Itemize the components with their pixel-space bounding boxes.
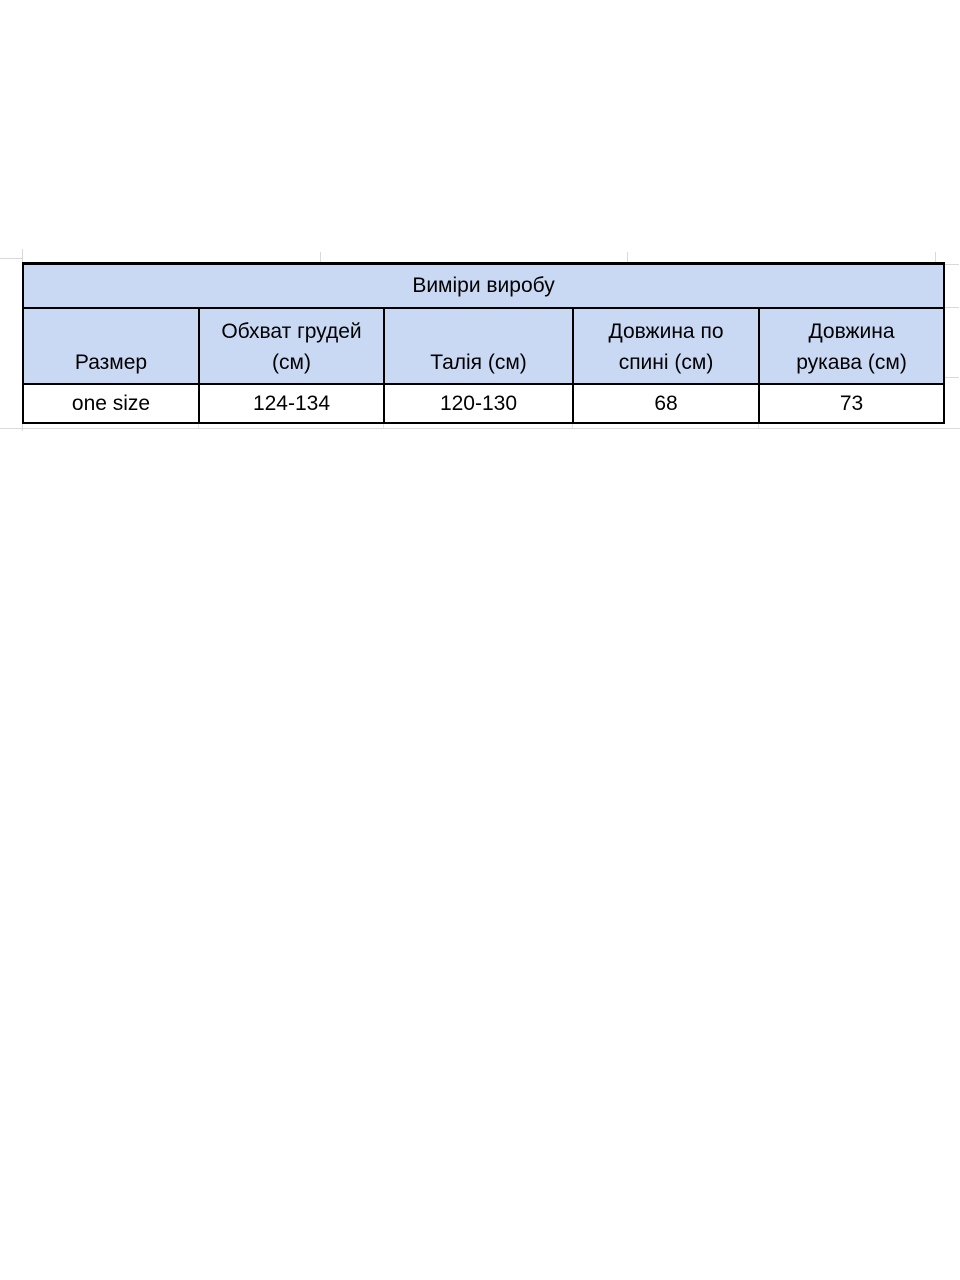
col-header-size-line1: Размер: [74, 351, 148, 374]
col-header-chest-line1: Обхват грудей: [221, 320, 362, 343]
gridline: [198, 419, 199, 428]
cell-chest-value: 124-134: [198, 383, 385, 424]
col-header-back-length-line2: спині (см): [618, 351, 714, 374]
cell-size-value: one size: [22, 383, 200, 424]
gridline: [945, 264, 959, 265]
col-header-chest-line2: (см): [272, 351, 311, 374]
gridline: [572, 419, 573, 428]
gridline: [0, 258, 22, 259]
col-header-sleeve-length-line1: Довжина: [808, 320, 895, 343]
table-data-row: one size 124-134 120-130 68 73: [22, 383, 946, 424]
col-header-sleeve-length: Довжина рукава (см): [757, 307, 946, 385]
table-title-row: Виміри виробу: [21, 262, 946, 309]
col-header-chest: Обхват грудей (см): [198, 307, 385, 385]
gridline: [945, 377, 959, 378]
cell-back-length-value: 68: [572, 383, 760, 424]
gridline: [320, 252, 321, 263]
cell-waist-value: 120-130: [383, 383, 574, 424]
col-header-back-length: Довжина по спині (см): [572, 307, 760, 385]
size-table: Виміри виробу Размер Обхват грудей (см) …: [21, 262, 946, 424]
table-header-row: Размер Обхват грудей (см) Талія (см) Дов…: [22, 307, 946, 385]
col-header-back-length-line1: Довжина по: [608, 320, 724, 343]
cell-sleeve-length-value: 73: [757, 383, 946, 424]
gridline: [935, 252, 936, 263]
gridline: [22, 417, 23, 431]
col-header-waist-line1: Талія (см): [430, 351, 527, 374]
gridline: [945, 307, 959, 308]
col-header-size: Размер: [22, 307, 200, 385]
col-header-waist: Талія (см): [383, 307, 574, 385]
gridline: [0, 428, 960, 429]
gridline: [22, 249, 23, 263]
gridline: [758, 419, 759, 428]
gridline: [627, 252, 628, 263]
gridline: [383, 419, 384, 428]
table-title: Виміри виробу: [21, 262, 946, 309]
col-header-sleeve-length-line2: рукава (см): [796, 351, 907, 374]
